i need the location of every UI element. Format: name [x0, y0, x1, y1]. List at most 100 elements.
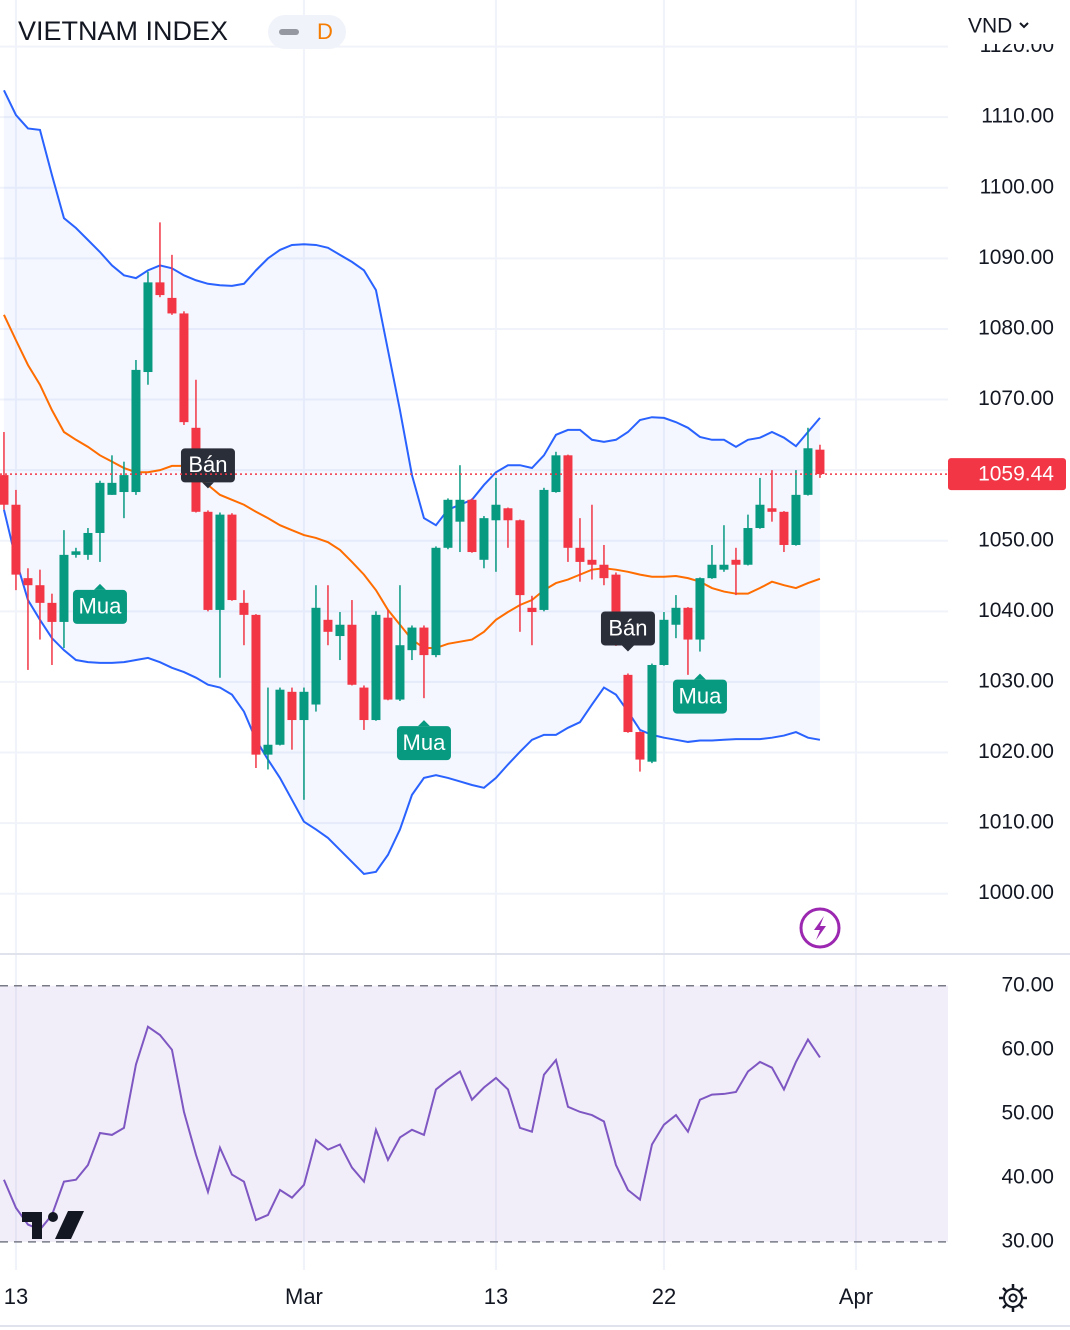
y-tick-label: 30.00 [1001, 1229, 1054, 1252]
candle-body [35, 585, 45, 603]
signal-arrow [621, 645, 634, 652]
y-tick-label: 1070.00 [978, 387, 1054, 410]
main-pane: Mua Bán Mua Bán Mua [0, 89, 948, 876]
axes: 13 Mar 13 22 Apr 1000.00 1010.00 1020.00 1030.00… [4, 34, 1066, 1309]
candle-body [443, 499, 453, 548]
interval-badge[interactable] [268, 15, 346, 49]
candle-body [395, 645, 405, 700]
currency-backdrop [952, 6, 1062, 44]
candle-body [563, 455, 573, 548]
logo-part [48, 1212, 58, 1222]
logo-part [32, 1212, 42, 1239]
logo-part [55, 1211, 84, 1239]
interval: D [317, 19, 333, 44]
x-tick-label: 13 [484, 1284, 508, 1309]
candle-body [479, 518, 489, 560]
candle-body [779, 511, 789, 545]
band-lower [2, 509, 821, 876]
candle-body [431, 547, 441, 656]
signal: Mua [672, 673, 727, 714]
candle-body [491, 504, 501, 521]
candle-body [239, 602, 249, 615]
candle-body [95, 482, 105, 533]
rsi-line [3, 1025, 821, 1231]
signal-box [600, 611, 655, 646]
signal: Mua [72, 583, 127, 624]
candle-body [695, 578, 705, 640]
signal-label: Bán [188, 452, 227, 477]
y-tick-label: 70.00 [1001, 973, 1054, 996]
candle-body [407, 627, 417, 651]
candle-body [419, 627, 429, 656]
x-tick-label: Apr [839, 1284, 873, 1309]
y-tick-label: 1040.00 [978, 599, 1054, 622]
candle-body [299, 691, 309, 721]
currency-chevron [1019, 22, 1029, 29]
gear-ring [1003, 1288, 1023, 1308]
candle-body [647, 664, 657, 762]
chart-title: VIETNAM INDEX [18, 16, 228, 46]
currency[interactable]: VND [968, 15, 1012, 38]
y-tick-label: 1110.00 [981, 105, 1054, 128]
candle-body [83, 532, 93, 555]
signal-arrow [93, 583, 106, 590]
candle-body [743, 528, 753, 565]
candle-body [659, 619, 669, 665]
x-tick-label: 13 [4, 1284, 28, 1309]
y-tick-label: 1030.00 [978, 669, 1054, 692]
alert-bolt [814, 916, 826, 940]
y-tick-label: 1090.00 [978, 246, 1054, 269]
candle-body [803, 448, 813, 495]
settings-icon[interactable] [999, 1284, 1027, 1312]
candle-body [119, 475, 129, 493]
candle-body [707, 564, 717, 579]
candle-body [527, 607, 537, 613]
signal-arrow [201, 482, 214, 489]
candle-body [263, 744, 273, 755]
candle-body [0, 475, 9, 505]
candle-body [383, 617, 393, 700]
candle-body [683, 607, 693, 640]
logo [22, 1211, 84, 1239]
rsi-band [0, 985, 948, 1242]
candle-body [575, 547, 585, 562]
candle-body [203, 511, 213, 610]
candle-body [731, 559, 741, 565]
signal-box [396, 726, 451, 761]
gear-teeth [999, 1284, 1027, 1312]
candle-body [515, 520, 525, 596]
candle-body [815, 449, 825, 475]
band-upper [3, 89, 821, 527]
candle-body [539, 489, 549, 610]
candle-body [311, 607, 321, 705]
candle-body [287, 691, 297, 721]
candle-body [623, 674, 633, 733]
band-fill [3, 90, 820, 874]
candle-body [155, 282, 165, 296]
candle-body [59, 554, 69, 622]
gear-hub [1008, 1293, 1018, 1303]
signal: Mua [396, 720, 451, 761]
candle-body [71, 551, 81, 555]
y-tick-label: 1050.00 [978, 528, 1054, 551]
candle-body [11, 504, 21, 575]
candle-body [335, 624, 345, 637]
signal-label: Mua [403, 730, 447, 755]
candle-body [227, 514, 237, 601]
last-price-label: 1059.44 [978, 463, 1054, 486]
y-tick-label: 50.00 [1001, 1101, 1054, 1124]
x-tick-label: 22 [652, 1284, 676, 1309]
y-tick-label: 40.00 [1001, 1165, 1054, 1188]
signal-arrow [417, 720, 430, 727]
candle-body [671, 607, 681, 625]
candle-body [275, 689, 285, 745]
rsi-pane [0, 984, 948, 1243]
candle-body [143, 282, 153, 373]
y-tick-label: 1010.00 [978, 811, 1054, 834]
candle-body [131, 369, 141, 493]
candle-body [455, 499, 465, 522]
candle-body [371, 614, 381, 721]
candle-body [107, 482, 117, 495]
